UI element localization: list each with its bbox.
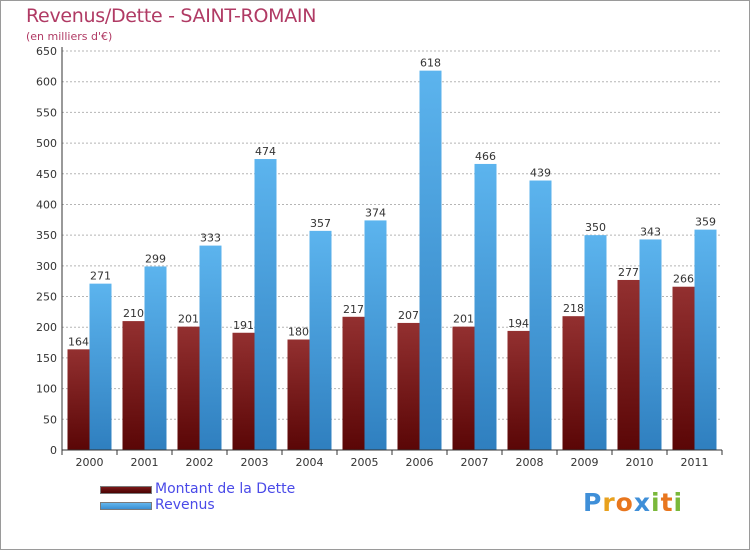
y-tick-label: 650 <box>36 45 57 58</box>
x-tick-label: 2008 <box>516 456 544 469</box>
x-axis: 2000 2001 2002 2003 2004 2005 2006 2007 2008 2009… <box>61 449 723 469</box>
data-label-debt: 201 <box>178 313 199 326</box>
data-label-debt: 277 <box>618 266 639 279</box>
chart-title: Revenus/Dette - SAINT-ROMAIN <box>26 5 317 27</box>
y-tick-label: 200 <box>36 321 57 334</box>
legend-label-revenue: Revenus <box>155 497 215 513</box>
data-label-debt: 164 <box>68 335 89 348</box>
data-label-debt: 191 <box>233 319 254 332</box>
x-tick-label: 2005 <box>351 456 379 469</box>
y-tick-label: 300 <box>36 260 57 273</box>
y-axis: 0 50 100 150 200 250 300 350 400 450 500 550 600 650 <box>36 45 63 457</box>
gridlines <box>62 50 722 420</box>
data-label-revenue: 466 <box>475 150 496 163</box>
bar-revenue <box>144 266 167 450</box>
x-tick-label: 2006 <box>406 456 434 469</box>
data-label-revenue: 333 <box>200 232 221 245</box>
y-tick-label: 150 <box>36 352 57 365</box>
logo-letter: o <box>615 488 634 517</box>
bar-debt <box>452 326 475 450</box>
data-label-revenue: 299 <box>145 252 166 265</box>
data-label-debt: 210 <box>123 307 144 320</box>
bar-debt <box>342 316 365 450</box>
data-label-revenue: 350 <box>585 221 606 234</box>
bar-revenue <box>639 239 662 450</box>
x-tick-label: 2003 <box>241 456 269 469</box>
data-label-revenue: 343 <box>640 225 661 238</box>
logo-letter: P <box>583 488 603 517</box>
bar-debt <box>232 332 255 450</box>
data-label-debt: 266 <box>673 273 694 286</box>
bar-revenue <box>199 245 222 450</box>
bar-debt <box>177 326 200 450</box>
bar-debt <box>617 279 640 450</box>
chart-subtitle: (en milliers d'€) <box>26 30 113 43</box>
bar-revenue <box>694 229 717 450</box>
x-tick-label: 2004 <box>296 456 324 469</box>
data-label-debt: 207 <box>398 309 419 322</box>
data-label-debt: 217 <box>343 303 364 316</box>
data-label-revenue: 357 <box>310 217 331 230</box>
data-label-revenue: 359 <box>695 216 716 229</box>
x-tick-label: 2000 <box>76 456 104 469</box>
data-label-debt: 180 <box>288 326 309 339</box>
logo-letter: x <box>633 488 651 517</box>
logo-letter: i <box>673 488 684 517</box>
legend-swatch-debt <box>100 486 152 494</box>
bar-revenue <box>474 163 497 450</box>
y-tick-label: 50 <box>43 413 57 426</box>
data-label-revenue: 271 <box>90 270 111 283</box>
proxiti-logo: Proxiti <box>583 488 683 517</box>
x-tick-label: 2009 <box>571 456 599 469</box>
bar-revenue <box>364 220 387 450</box>
x-tick-label: 2007 <box>461 456 489 469</box>
legend-label-debt: Montant de la Dette <box>155 481 296 497</box>
x-tick-label: 2001 <box>131 456 159 469</box>
legend-swatch-revenue <box>100 502 152 510</box>
y-tick-label: 250 <box>36 291 57 304</box>
y-tick-label: 600 <box>36 76 57 89</box>
bar-debt <box>672 286 695 450</box>
y-tick-label: 550 <box>36 106 57 119</box>
bar-revenue <box>89 283 112 450</box>
data-label-revenue: 618 <box>420 57 441 70</box>
bar-revenue <box>584 235 607 450</box>
bar-revenue <box>419 70 442 451</box>
y-tick-label: 500 <box>36 137 57 150</box>
bar-debt <box>122 321 145 450</box>
y-tick-label: 450 <box>36 168 57 181</box>
bars: 164 271 210 299 201 333 191 474 180 357 217 374 207 6… <box>67 57 717 451</box>
logo-letter: i <box>651 488 661 517</box>
logo-letter: t <box>660 488 674 517</box>
data-label-revenue: 439 <box>530 167 551 180</box>
bar-debt <box>287 339 310 450</box>
x-tick-label: 2011 <box>681 456 709 469</box>
data-label-debt: 218 <box>563 302 584 315</box>
logo-letter: r <box>602 488 616 517</box>
bar-debt <box>67 349 90 450</box>
data-label-revenue: 474 <box>255 145 276 158</box>
data-label-revenue: 374 <box>365 206 386 219</box>
bar-revenue <box>309 230 332 450</box>
data-label-debt: 201 <box>453 313 474 326</box>
bar-revenue <box>529 180 552 450</box>
x-tick-label: 2010 <box>626 456 654 469</box>
y-tick-label: 350 <box>36 229 57 242</box>
bar-debt <box>562 316 585 450</box>
bar-debt <box>397 322 420 450</box>
data-label-debt: 194 <box>508 317 529 330</box>
y-tick-label: 100 <box>36 383 57 396</box>
y-tick-label: 400 <box>36 198 57 211</box>
y-tick-label: 0 <box>50 444 57 457</box>
x-tick-label: 2002 <box>186 456 214 469</box>
bar-revenue <box>254 159 277 450</box>
bar-debt <box>507 330 530 450</box>
